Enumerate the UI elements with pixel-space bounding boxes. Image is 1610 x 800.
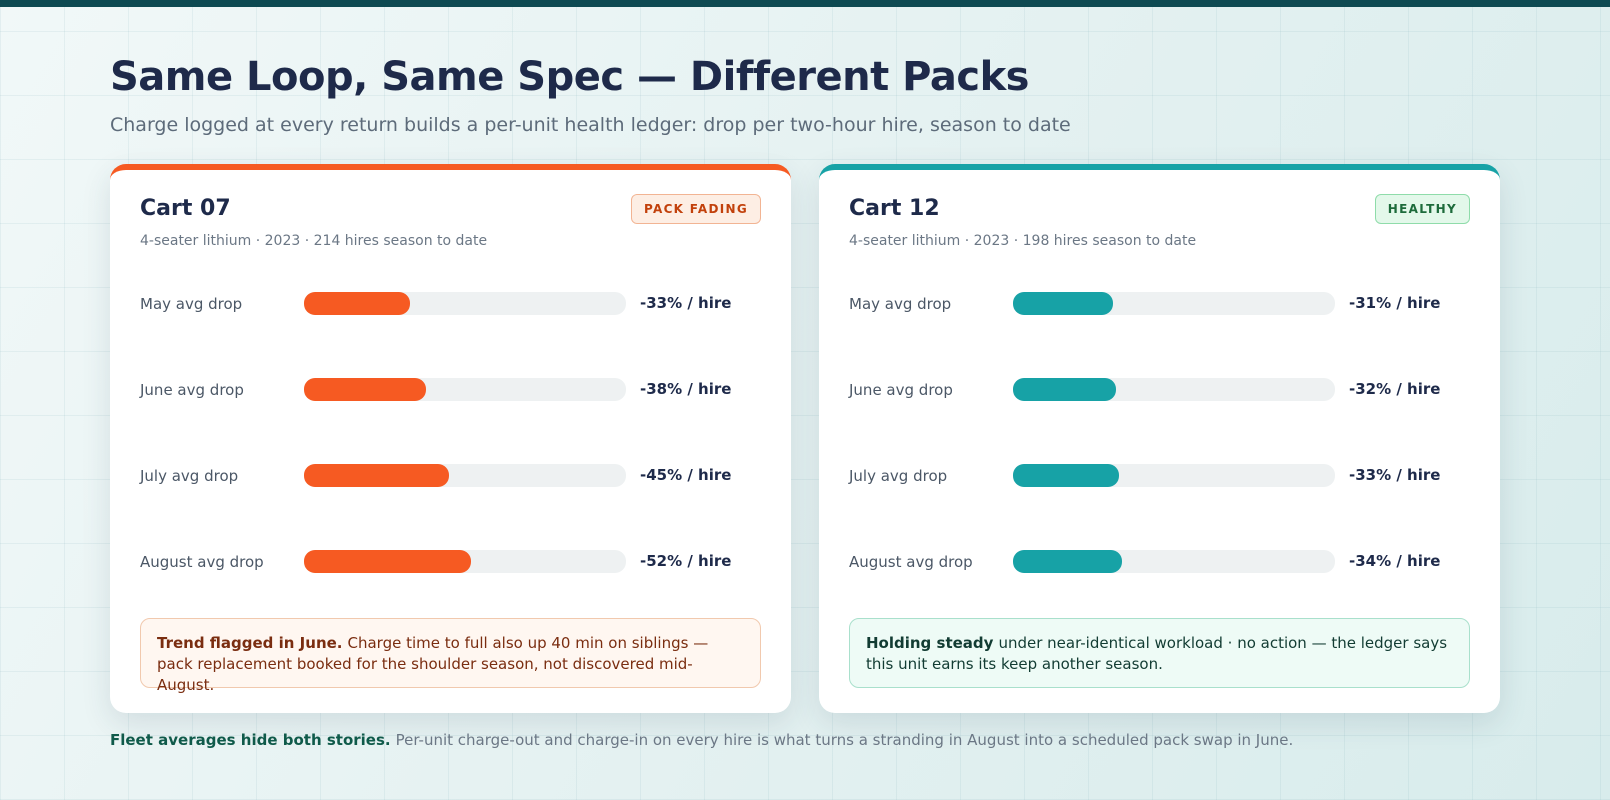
bar [304,378,427,401]
bar-track [1013,464,1335,487]
value-label: -38% / hire [640,380,732,398]
row-label: July avg drop [849,467,948,485]
note-text: under near-identical workload · no actio… [866,634,1448,673]
bar-row: August avg drop -34% / hire [849,550,1469,574]
row-label: July avg drop [140,467,239,485]
value-label: -32% / hire [1349,380,1441,398]
top-strip [0,0,1610,7]
card-meta: 4-seater lithium · 2023 · 214 hires seas… [140,233,488,249]
bar-track [304,550,626,573]
note-lead: Trend flagged in June. [157,634,343,652]
value-label: -52% / hire [640,552,732,570]
bar [1013,378,1117,401]
note-lead: Holding steady [866,634,994,652]
footer-lead: Fleet averages hide both stories. [110,731,391,749]
row-label: June avg drop [849,381,953,399]
card-meta: 4-seater lithium · 2023 · 198 hires seas… [849,233,1197,249]
bar-track [1013,292,1335,315]
value-label: -34% / hire [1349,552,1441,570]
bar-row: June avg drop -38% / hire [140,378,760,402]
status-badge: HEALTHY [1374,194,1470,224]
bar-row: May avg drop -31% / hire [849,292,1469,316]
title: Same Loop, Same Spec — Different Packs [110,54,1030,100]
note-text: Charge time to full also up 40 min on si… [157,634,709,694]
row-label: May avg drop [140,295,243,313]
note: Holding steady under near-identical workl… [849,618,1470,688]
footer-text: Per-unit charge-out and charge-in on eve… [395,731,1294,749]
subtitle: Charge logged at every return builds a p… [110,114,1071,136]
bar-row: July avg drop -45% / hire [140,464,760,488]
bar-track [304,464,626,487]
bar [1013,292,1113,315]
value-label: -33% / hire [1349,466,1441,484]
bar-track [1013,378,1335,401]
bar [1013,550,1123,573]
card-name: Cart 12 [849,196,940,221]
row-label: June avg drop [140,381,244,399]
value-label: -31% / hire [1349,294,1441,312]
card-name: Cart 07 [140,196,231,221]
card: Cart 07 PACK FADING 4-seater lithium · 202… [110,164,791,713]
bar-row: August avg drop -52% / hire [140,550,760,574]
status-badge: PACK FADING [631,194,761,224]
card: Cart 12 HEALTHY 4-seater lithium · 2023 · … [819,164,1500,713]
note: Trend flagged in June. Charge time to ful… [140,618,761,694]
footer: Fleet averages hide both stories. Per-uni… [110,731,1293,749]
row-label: August avg drop [849,553,973,571]
value-label: -45% / hire [640,466,732,484]
bar-track [304,378,626,401]
row-label: May avg drop [849,295,952,313]
bar-track [1013,550,1335,573]
row-label: August avg drop [140,553,264,571]
bar [1013,464,1120,487]
bar [304,550,472,573]
bar [304,292,411,315]
value-label: -33% / hire [640,294,732,312]
bar-row: June avg drop -32% / hire [849,378,1469,402]
bar-track [304,292,626,315]
bar-row: May avg drop -33% / hire [140,292,760,316]
bar [304,464,449,487]
bar-row: July avg drop -33% / hire [849,464,1469,488]
